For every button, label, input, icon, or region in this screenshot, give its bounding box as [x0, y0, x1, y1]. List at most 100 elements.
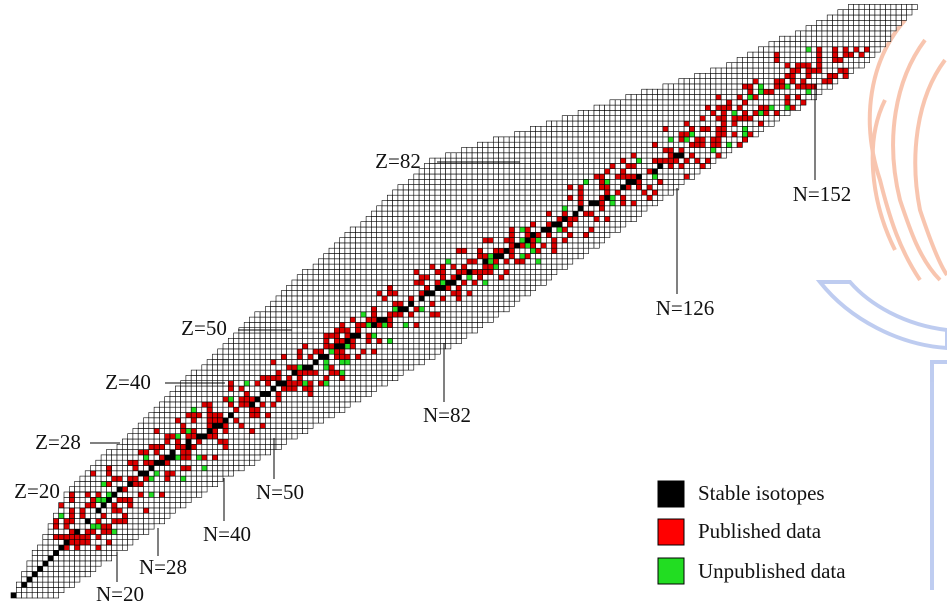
nuclide-cell — [419, 195, 424, 200]
nuclide-cell — [652, 121, 657, 126]
nuclide-cell — [462, 264, 467, 269]
nuclide-cell — [663, 132, 668, 137]
nuclide-cell — [154, 418, 159, 423]
nuclide-cell — [822, 31, 827, 36]
nuclide-cell — [159, 503, 164, 508]
nuclide-cell — [578, 222, 583, 227]
nuclide-cell — [674, 126, 679, 131]
nuclide-cell — [472, 269, 477, 274]
nuclide-cell — [334, 386, 339, 391]
nuclide-cell — [456, 163, 461, 168]
nuclide-cell — [32, 577, 37, 582]
nuclide-cell — [117, 444, 122, 449]
nuclide-cell — [737, 100, 742, 105]
nuclide-cell — [599, 185, 604, 190]
nuclide-cell — [568, 126, 573, 131]
nuclide-cell — [96, 471, 101, 476]
nuclide-cell — [297, 333, 302, 338]
nuclide-cell — [695, 148, 700, 153]
nuclide-cell — [520, 285, 525, 290]
nuclide-cell — [11, 593, 16, 598]
nuclide-cell — [435, 322, 440, 327]
nuclide-cell — [149, 423, 154, 428]
nuclide-cell — [250, 344, 255, 349]
nuclide-cell — [568, 132, 573, 137]
nuclide-cell — [48, 545, 53, 550]
nuclide-cell — [493, 190, 498, 195]
nuclide-cell — [159, 413, 164, 418]
nuclide-cell — [340, 365, 345, 370]
nuclide-cell — [573, 206, 578, 211]
nuclide-cell — [43, 593, 48, 598]
nuclide-cell — [334, 354, 339, 359]
nuclide-cell — [112, 455, 117, 460]
nuclide-cell — [530, 232, 535, 237]
nuclide-cell — [541, 259, 546, 264]
nuclide-cell — [435, 349, 440, 354]
nuclide-cell — [658, 163, 663, 168]
nuclide-cell — [605, 201, 610, 206]
nuclide-cell — [817, 89, 822, 94]
nuclide-cell — [536, 232, 541, 237]
nuclide-cell — [223, 455, 228, 460]
nuclide-cell — [144, 444, 149, 449]
nuclide-cell — [80, 508, 85, 513]
nuclide-cell — [382, 360, 387, 365]
nuclide-cell — [175, 413, 180, 418]
nuclide-cell — [711, 105, 716, 110]
nuclide-cell — [334, 275, 339, 280]
nuclide-cell — [446, 222, 451, 227]
nuclide-cell — [705, 95, 710, 100]
nuclide-cell — [250, 375, 255, 380]
nuclide-cell — [780, 57, 785, 62]
nuclide-cell — [175, 476, 180, 481]
nuclide-cell — [144, 513, 149, 518]
nuclide-cell — [340, 402, 345, 407]
nuclide-cell — [658, 148, 663, 153]
nuclide-cell — [764, 100, 769, 105]
nuclide-cell — [170, 439, 175, 444]
nuclide-cell — [843, 36, 848, 41]
nuclide-cell — [546, 158, 551, 163]
nuclide-cell — [430, 264, 435, 269]
nuclide-cell — [138, 450, 143, 455]
nuclide-cell — [403, 201, 408, 206]
nuclide-cell — [96, 487, 101, 492]
nuclide-cell — [382, 280, 387, 285]
nuclide-cell — [684, 137, 689, 142]
nuclide-cell — [509, 158, 514, 163]
nuclide-cell — [870, 36, 875, 41]
nuclide-cell — [488, 211, 493, 216]
nuclide-cell — [742, 84, 747, 89]
nuclide-cell — [758, 126, 763, 131]
nuclide-cell — [472, 248, 477, 253]
nuclide-cell — [234, 450, 239, 455]
nuclide-cell — [292, 317, 297, 322]
nuclide-cell — [509, 179, 514, 184]
nuclide-cell — [716, 73, 721, 78]
nuclide-cell — [430, 232, 435, 237]
nuclide-cell — [594, 137, 599, 142]
nuclide-cell — [753, 132, 758, 137]
nuclide-cell — [583, 132, 588, 137]
nuclide-cell — [499, 280, 504, 285]
nuclide-cell — [562, 158, 567, 163]
nuclide-cell — [440, 238, 445, 243]
nuclide-cell — [573, 227, 578, 232]
nuclide-cell — [647, 190, 652, 195]
nuclide-cell — [875, 15, 880, 20]
nuclide-cell — [557, 121, 562, 126]
nuclide-cell — [181, 487, 186, 492]
nuclide-cell — [414, 275, 419, 280]
nuclide-cell — [366, 333, 371, 338]
nuclide-cell — [281, 375, 286, 380]
nuclide-cell — [223, 360, 228, 365]
nuclide-cell — [509, 269, 514, 274]
nuclide-cell — [96, 556, 101, 561]
nuclide-cell — [419, 201, 424, 206]
nuclide-cell — [583, 211, 588, 216]
nuclide-cell — [53, 534, 58, 539]
nuclide-cell — [674, 105, 679, 110]
nuclide-cell — [488, 232, 493, 237]
nuclide-cell — [467, 322, 472, 327]
